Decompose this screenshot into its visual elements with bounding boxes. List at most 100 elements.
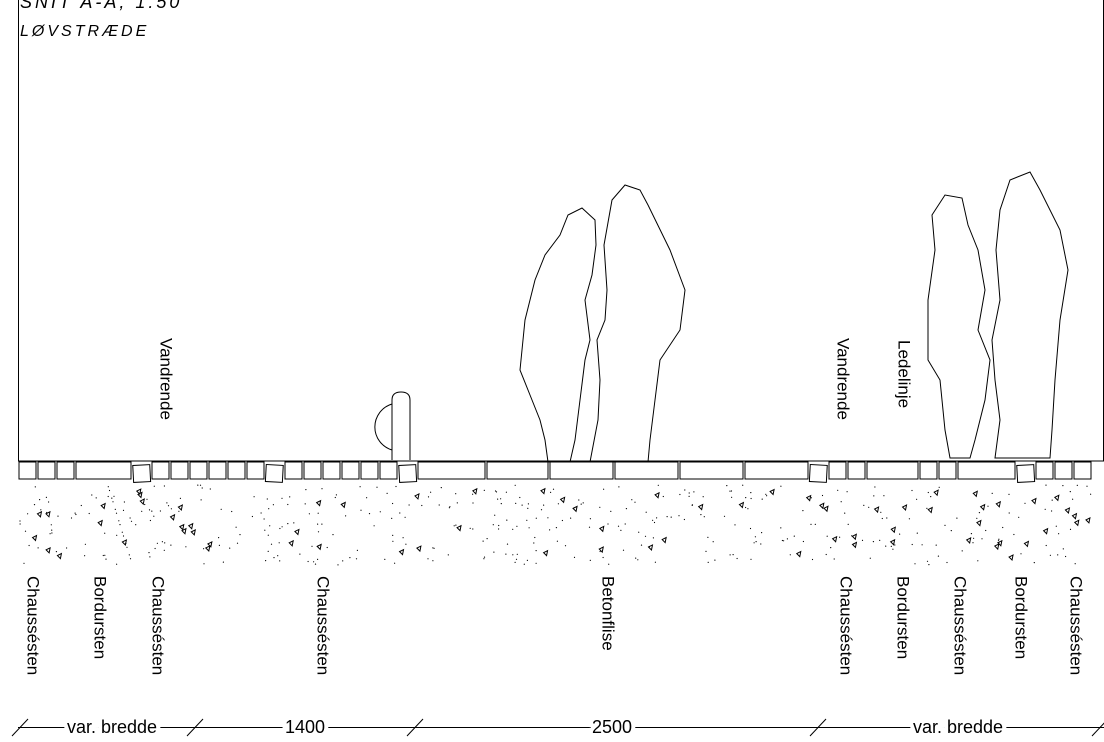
gravel-dot <box>985 529 987 532</box>
gravel-dot <box>846 491 848 493</box>
gravel-stone <box>135 488 142 496</box>
gravel-stone <box>972 490 978 498</box>
gravel-dot <box>486 538 488 540</box>
gravel-dot <box>130 520 133 522</box>
gravel-dot <box>528 527 530 529</box>
paver <box>614 461 679 480</box>
gravel-dot <box>662 495 664 498</box>
gravel-dot <box>472 502 474 504</box>
gravel-dot <box>892 548 894 550</box>
gravel-dot <box>122 509 125 511</box>
gravel-dot <box>105 558 107 560</box>
paver <box>866 461 919 480</box>
gravel-dot <box>48 501 50 503</box>
gravel-dot <box>883 495 885 497</box>
gravel-dot <box>84 543 86 545</box>
gravel-dot <box>580 503 582 505</box>
gravel-dot <box>321 488 323 490</box>
gravel-dot <box>438 504 440 506</box>
gravel-dot <box>755 541 757 543</box>
gravel-dot <box>113 495 115 497</box>
gravel-stone <box>190 528 196 536</box>
gravel-dot <box>392 540 394 542</box>
gravel-stone <box>1071 512 1078 520</box>
gravel-stone <box>340 501 346 509</box>
gravel-dot <box>547 517 549 519</box>
person-silhouette <box>927 194 991 459</box>
gravel-dot <box>107 486 109 488</box>
gravel-stone <box>178 523 185 531</box>
gravel-dot <box>515 558 518 560</box>
gravel-dot <box>640 544 643 546</box>
gravel-dot <box>263 518 265 520</box>
gravel-stone <box>288 539 294 547</box>
paver <box>18 461 37 480</box>
gravel-stone <box>559 496 566 504</box>
paver <box>679 461 744 480</box>
gravel-dot <box>1044 508 1046 510</box>
paver <box>284 461 303 480</box>
gravel-stone <box>31 534 38 542</box>
gravel-dot <box>712 541 714 543</box>
gravel-dot <box>726 485 728 487</box>
gravel-dot <box>104 532 106 534</box>
paver <box>379 461 398 480</box>
gravel-dot <box>317 531 320 533</box>
paver <box>37 461 56 480</box>
gravel-dot <box>899 533 901 535</box>
gravel-dot <box>156 542 158 544</box>
gravel-dot <box>268 508 270 510</box>
gravel-dot <box>433 547 435 549</box>
gravel-dot <box>472 528 474 530</box>
gravel-dot <box>1008 493 1010 495</box>
gravel-dot <box>321 523 323 525</box>
gravel-dot <box>308 513 310 515</box>
gravel-dot <box>1072 498 1074 500</box>
gravel-dot <box>987 505 989 507</box>
gravel-dot <box>745 506 747 509</box>
gravel-dot <box>75 513 77 516</box>
gravel-dot <box>472 493 474 495</box>
gravel-dot <box>894 544 896 546</box>
gravel-dot <box>281 497 283 499</box>
gravel-dot <box>40 509 42 511</box>
gravel-dot <box>780 485 782 487</box>
gravel-dot <box>872 541 875 543</box>
gravel-stone <box>997 539 1003 547</box>
gravel-hatch <box>19 484 1092 566</box>
paver <box>264 464 284 483</box>
paver <box>322 461 341 480</box>
gravel-dot <box>495 491 498 493</box>
gravel-dot <box>500 503 502 505</box>
gravel-dot <box>765 493 767 495</box>
gravel-dot <box>267 550 269 553</box>
paver <box>847 461 866 480</box>
gravel-dot <box>588 526 591 528</box>
gravel-dot <box>847 523 849 526</box>
gravel-dot <box>670 516 672 518</box>
gravel-dot <box>88 512 90 515</box>
gravel-dot <box>603 488 605 490</box>
paver <box>417 461 486 480</box>
gravel-dot <box>334 496 336 499</box>
gravel-dot <box>937 555 940 557</box>
gravel-dot <box>527 507 529 509</box>
gravel-dot <box>523 563 525 565</box>
gravel-dot <box>37 547 39 549</box>
gravel-dot <box>736 557 738 560</box>
gravel-dot <box>27 513 29 515</box>
gravel-dot <box>886 517 888 519</box>
gravel-dot <box>313 561 315 563</box>
gravel-dot <box>1069 528 1072 531</box>
material-label: Vandrende <box>834 338 853 420</box>
gravel-dot <box>494 514 496 516</box>
gravel-stone <box>598 546 604 554</box>
gravel-dot <box>447 554 449 556</box>
gravel-dot <box>51 532 53 534</box>
gravel-dot <box>392 534 394 537</box>
gravel-dot <box>149 519 151 522</box>
gravel-stone <box>540 487 546 495</box>
gravel-dot <box>112 501 114 503</box>
gravel-dot <box>129 517 131 519</box>
gravel-stone <box>1023 540 1030 548</box>
